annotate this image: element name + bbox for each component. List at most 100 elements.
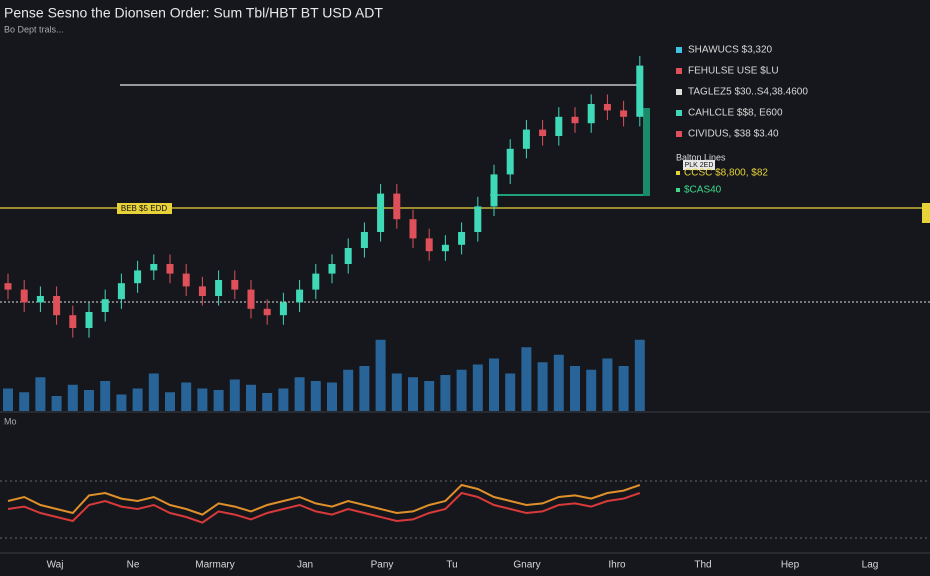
target-bar [643,108,650,196]
volume-bar [343,369,354,411]
x-axis-label: Gnary [513,560,540,571]
volume-bar [246,384,256,411]
candle-body [522,129,530,149]
volume-bar [197,388,208,411]
volume-bar [278,388,289,411]
volume-bar [181,382,192,411]
candle-body [555,116,563,136]
x-axis-label: Ne [127,560,140,571]
candle-body [231,280,239,290]
x-axis-label: Pany [371,560,394,571]
legend-item: SHAWUCS $3,320 [688,45,773,56]
candle-body [312,273,320,290]
candle-body [571,116,579,124]
volume-bar [67,384,78,411]
small-box-label: PLK 2ED [685,162,714,169]
volume-bar [132,388,143,411]
volume-bar [294,377,305,411]
volume-bar [327,382,337,411]
x-axis-label: Marmary [195,560,234,571]
legend-swatch [676,110,682,116]
candle-body [117,283,125,300]
candle-body [603,104,611,111]
candle-body [474,206,482,232]
volume-bar [537,362,548,411]
candle-body [393,193,401,220]
candle-body [247,289,255,309]
legend-item: TAGLEZ5 $30..S4,38.4600 [688,87,808,98]
legend-swatch [676,188,680,192]
volume-bar [456,369,467,411]
oscillator-label: Mo [4,416,17,426]
candle-body [134,270,142,284]
price-tag: BEB $5 EDD [121,204,167,213]
volume-bar [408,377,418,411]
volume-bar [51,396,62,411]
candle-body [425,238,433,252]
volume-bar [440,375,451,411]
small-box [683,160,715,170]
volume-bar [19,392,30,411]
volume-bar [116,394,127,411]
candle-body [490,174,498,207]
candle-body [344,248,352,264]
oscillator-line [7,483,641,516]
candle-body [198,286,206,296]
volume-bar [602,358,613,411]
candle-body [4,283,12,290]
legend-item: CIVIDUS, $38 $3.40 [688,129,779,140]
title: Pense Sesno the Dionsen Order: Sum Tbl/H… [4,5,383,21]
candle-body [441,244,449,252]
candle-body [150,264,158,271]
candle-body [166,264,174,274]
legend-swatch [676,171,680,175]
x-axis-label: Jan [297,560,313,571]
volume-bar [229,379,240,411]
candle-body [409,219,417,239]
volume-bar [391,373,402,411]
plot: SHAWUCS $3,320 FEHULSE USE $LU TAGLEZ5 $30… [3,45,878,571]
candle-body [69,315,77,328]
candle-body [53,296,61,316]
volume-bar [262,393,273,411]
candle-body [360,232,368,248]
volume-bar [359,366,370,411]
axis-tag [922,203,930,223]
legend-item: FEHULSE USE $LU [688,66,779,77]
volume-bar [424,381,435,411]
x-axis-label: Waj [47,560,64,571]
candle-body [20,289,28,303]
x-axis-label: Tu [446,560,457,571]
volume-bar [618,366,629,411]
volume-bar [213,390,224,411]
volume-bar [570,366,580,411]
volume-bar [3,388,13,411]
candle-body [458,232,466,245]
candle-body [182,273,190,287]
volume-bar [35,377,46,411]
x-axis-label: Ihro [608,560,626,571]
legend-line: $CAS40 [684,185,722,196]
candle-body [279,302,287,316]
legend-swatch [676,89,682,95]
legend-line: CCSC $8,800, $82 [684,168,768,179]
candle-body [587,104,595,124]
volume-bar [634,339,645,411]
candle-body [263,308,271,316]
legend-swatch [676,47,682,53]
x-axis-label: Hep [781,560,800,571]
legend-swatch [676,68,682,74]
volume-bar [375,339,386,411]
volume-bar [165,392,175,411]
oscillator-line [7,491,641,524]
candle-body [101,299,109,312]
volume-bar [489,358,499,411]
x-axis-label: Lag [862,560,879,571]
volume-bar [586,369,597,411]
subtitle: Bo Dept trals... [4,24,64,34]
volume-bar [100,381,111,411]
candle-body [539,129,547,136]
volume-bar [521,347,532,411]
candle-body [377,193,385,232]
